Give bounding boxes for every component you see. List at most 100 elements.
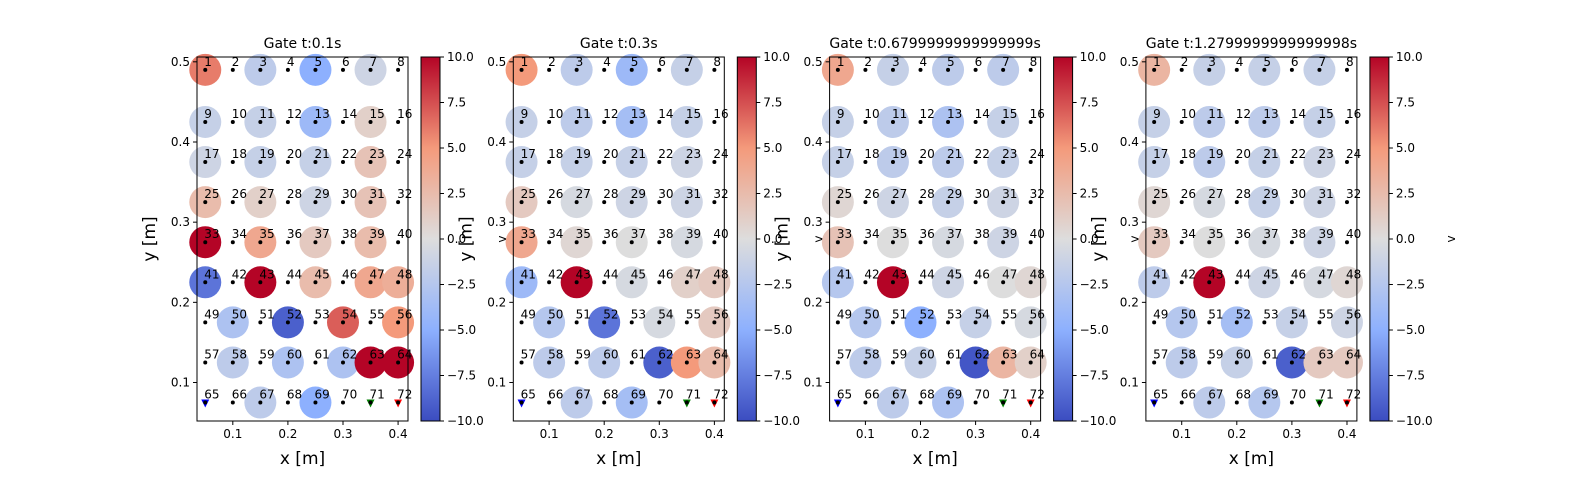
- node-label: 20: [1236, 147, 1251, 161]
- node-dot: [519, 119, 524, 124]
- node-label: 7: [370, 55, 378, 69]
- node-dot: [574, 400, 579, 405]
- node-label: 29: [1263, 187, 1278, 201]
- node-label: 62: [975, 347, 990, 361]
- node-dot: [1001, 160, 1006, 165]
- node-dot: [684, 280, 689, 285]
- y-tick-label: 0.4: [171, 135, 190, 149]
- node-label: 23: [1318, 147, 1333, 161]
- chart-title: Gate t:1.2799999999999998s: [1146, 36, 1357, 52]
- colorbar-tick-label: 10.0: [1396, 50, 1423, 64]
- node-dot: [602, 200, 607, 205]
- node-dot: [712, 160, 717, 165]
- node-label: 44: [287, 267, 302, 281]
- node-label: 8: [1030, 55, 1038, 69]
- node-label: 18: [548, 147, 563, 161]
- node-label: 72: [713, 388, 728, 402]
- colorbar: [1053, 56, 1074, 422]
- node-dot: [863, 280, 868, 285]
- node-dot: [946, 320, 951, 325]
- node-label: 72: [1030, 388, 1045, 402]
- node-dot: [973, 280, 978, 285]
- node-dot: [340, 240, 345, 245]
- node-label: 23: [686, 147, 701, 161]
- node-label: 37: [947, 227, 962, 241]
- node-dot: [574, 320, 579, 325]
- node-label: 27: [1208, 187, 1223, 201]
- node-dot: [1344, 67, 1349, 72]
- node-dot: [519, 280, 524, 285]
- node-label: 62: [658, 347, 673, 361]
- node-label: 7: [686, 55, 694, 69]
- colorbar: [1369, 56, 1390, 422]
- node-dot: [657, 240, 662, 245]
- node-dot: [396, 320, 401, 325]
- node-label: 51: [892, 307, 907, 321]
- node-label: 55: [1002, 307, 1017, 321]
- node-label: 8: [1346, 55, 1354, 69]
- colorbar-tick-label: 7.5: [763, 96, 782, 110]
- node-dot: [602, 280, 607, 285]
- node-label: 43: [1208, 267, 1223, 281]
- node-label: 39: [1318, 227, 1333, 241]
- node-dot: [519, 320, 524, 325]
- node-label: 48: [1346, 267, 1361, 281]
- node-label: 44: [1236, 267, 1251, 281]
- node-label: 55: [370, 307, 385, 321]
- node-label: 66: [548, 388, 563, 402]
- node-label: 16: [1030, 107, 1045, 121]
- node-dot: [946, 200, 951, 205]
- node-dot: [368, 240, 373, 245]
- node-dot: [657, 280, 662, 285]
- node-dot: [835, 360, 840, 365]
- node-dot: [285, 360, 290, 365]
- node-label: 21: [631, 147, 646, 161]
- node-dot: [629, 280, 634, 285]
- node-dot: [1262, 320, 1267, 325]
- colorbar-tick-label: 5.0: [447, 141, 466, 155]
- node-dot: [230, 119, 235, 124]
- node-dot: [946, 119, 951, 124]
- node-label: 32: [1346, 187, 1361, 201]
- node-label: 14: [975, 107, 990, 121]
- node-label: 40: [1346, 227, 1361, 241]
- node-label: 42: [548, 267, 563, 281]
- node-dot: [657, 160, 662, 165]
- node-label: 42: [1181, 267, 1196, 281]
- node-label: 38: [658, 227, 673, 241]
- node-label: 69: [631, 388, 646, 402]
- node-label: 26: [864, 187, 879, 201]
- node-dot: [1234, 160, 1239, 165]
- node-label: 44: [920, 267, 935, 281]
- node-dot: [1028, 240, 1033, 245]
- node-dot: [368, 320, 373, 325]
- node-dot: [1207, 240, 1212, 245]
- node-dot: [1028, 280, 1033, 285]
- node-label: 12: [287, 107, 302, 121]
- node-dot: [547, 240, 552, 245]
- node-label: 63: [1002, 347, 1017, 361]
- chart-title: Gate t:0.3s: [580, 36, 658, 52]
- node-dot: [1262, 400, 1267, 405]
- node-label: 70: [1291, 388, 1306, 402]
- colorbar-tick-label: 5.0: [1080, 141, 1099, 155]
- node-dot: [203, 280, 208, 285]
- y-tick-label: 0.5: [171, 55, 190, 69]
- node-dot: [684, 400, 689, 405]
- node-dot: [230, 160, 235, 165]
- node-dot: [1262, 280, 1267, 285]
- node-dot: [863, 240, 868, 245]
- node-dot: [313, 240, 318, 245]
- node-dot: [946, 400, 951, 405]
- node-dot: [230, 67, 235, 72]
- node-dot: [684, 67, 689, 72]
- node-label: 47: [370, 267, 385, 281]
- node-dot: [1001, 360, 1006, 365]
- x-tick-label: 0.4: [705, 427, 724, 441]
- node-label: 53: [947, 307, 962, 321]
- colorbar-tick-label: −2.5: [763, 278, 792, 292]
- node-label: 47: [686, 267, 701, 281]
- node-dot: [602, 240, 607, 245]
- node-dot: [547, 160, 552, 165]
- node-label: 70: [975, 388, 990, 402]
